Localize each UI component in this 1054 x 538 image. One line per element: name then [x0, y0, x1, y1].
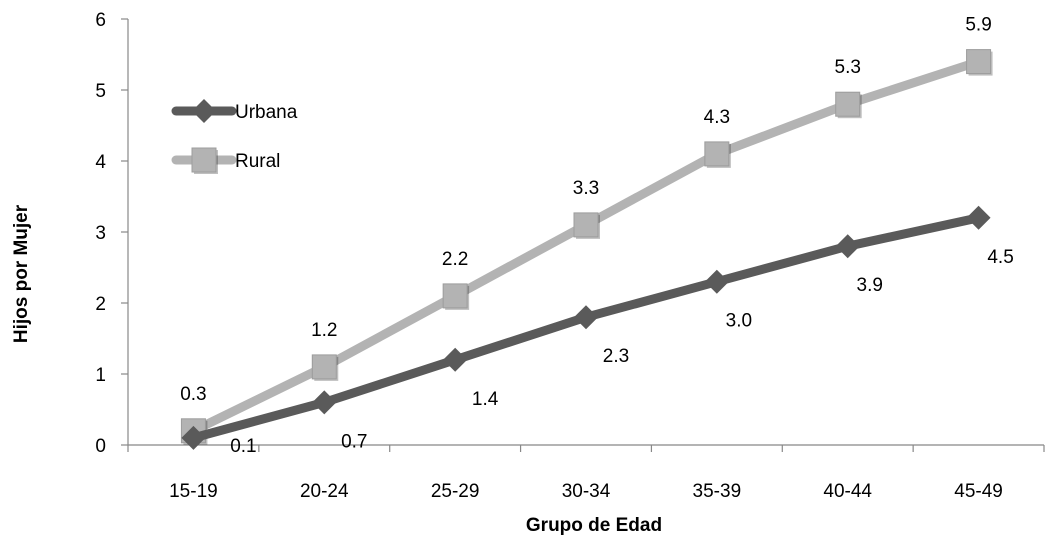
legend-label-rural: Rural: [235, 151, 280, 172]
legend-label-urbana: Urbana: [235, 102, 298, 123]
data-point-urbana: [835, 234, 860, 259]
data-point-rural: [966, 49, 992, 75]
data-point-urbana: [574, 305, 598, 330]
y-tick-label: 2: [95, 294, 106, 315]
axes: 0 1 2 3 4 5 6 15-19 20-24 25-29 30-34 35-39 40-44 45-…: [95, 10, 1045, 502]
data-point-urbana: [443, 347, 468, 372]
data-label-urbana: 3.0: [726, 311, 752, 332]
data-point-rural: [442, 283, 468, 309]
y-tick-label: 1: [95, 365, 106, 386]
data-label-rural: 5.9: [965, 15, 991, 36]
x-tick-label: 45-49: [954, 481, 1003, 502]
legend: Urbana Rural: [171, 99, 298, 174]
data-point-urbana: [704, 269, 729, 294]
data-label-urbana: 0.1: [230, 436, 256, 457]
data-point-rural: [704, 141, 730, 167]
x-tick-label: 25-29: [431, 481, 480, 502]
data-label-rural: 2.2: [442, 249, 468, 270]
x-tick-label: 30-34: [562, 481, 611, 502]
x-tick-label: 20-24: [300, 481, 349, 502]
data-label-rural: 0.3: [180, 384, 206, 405]
data-point-urbana: [181, 425, 206, 450]
y-tick-label: 3: [95, 223, 106, 244]
y-tick-label: 5: [95, 81, 106, 102]
data-point-rural: [835, 91, 861, 117]
data-label-rural: 4.3: [704, 107, 730, 128]
y-tick-label: 0: [95, 436, 106, 457]
series-layer: [180, 49, 993, 450]
data-label-urbana: 1.4: [472, 389, 499, 410]
data-label-rural: 3.3: [573, 178, 599, 199]
data-point-urbana: [312, 390, 337, 415]
x-tick-label: 35-39: [693, 481, 742, 502]
y-tick-label: 4: [95, 152, 106, 173]
legend-marker-urbana: [192, 99, 216, 123]
y-axis-title: Hijos por Mujer: [11, 204, 32, 343]
data-labels: 0.1 0.7 1.4 2.3 3.0 3.9 4.5 0.3 1.2 2.2 3.3 4.3 5.3 5…: [180, 15, 1014, 457]
data-label-urbana: 3.9: [857, 275, 883, 296]
data-label-rural: 5.3: [835, 57, 861, 78]
legend-marker-rural: [191, 147, 217, 173]
x-tick-label: 15-19: [169, 481, 218, 502]
data-label-rural: 1.2: [311, 320, 337, 341]
data-point-urbana: [966, 205, 991, 230]
data-point-rural: [311, 354, 337, 380]
x-axis-title: Grupo de Edad: [526, 515, 662, 536]
data-label-urbana: 2.3: [603, 346, 629, 367]
y-tick-label: 6: [95, 10, 106, 31]
data-label-urbana: 4.5: [987, 247, 1013, 268]
x-tick-label: 40-44: [823, 481, 872, 502]
data-label-urbana: 0.7: [341, 431, 367, 452]
data-point-rural: [573, 212, 599, 238]
